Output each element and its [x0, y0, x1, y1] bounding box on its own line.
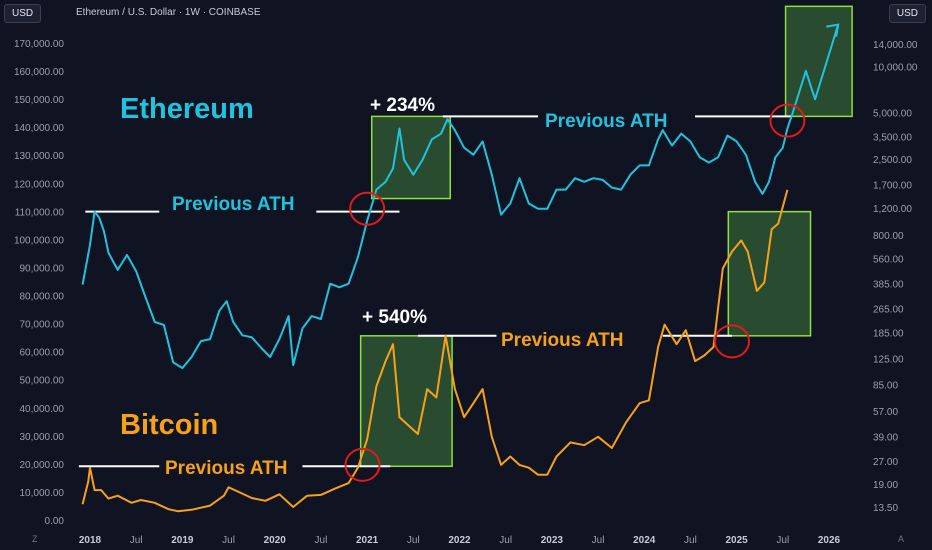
time-axis-tick: 2019	[171, 535, 194, 546]
time-axis-tick: Jul	[130, 535, 143, 546]
symbol-title: Ethereum / U.S. Dollar · 1W · COINBASE	[76, 7, 261, 18]
time-axis-tick: 2026	[818, 535, 841, 546]
left-axis-tick: 100,000.00	[14, 235, 64, 246]
time-axis-tick: 2024	[633, 535, 656, 546]
time-axis-tick: Jul	[776, 535, 789, 546]
ethereum-price-line	[81, 24, 840, 370]
time-axis-tick: 2021	[356, 535, 379, 546]
btc-previous-ath-label-2018: Previous ATH	[165, 458, 287, 479]
ath-breakout-circle	[344, 447, 381, 482]
time-axis-tick: Jul	[407, 535, 420, 546]
eth-gain-label: + 234%	[370, 95, 435, 116]
btc-gain-label: + 540%	[362, 307, 427, 328]
ethereum-title: Ethereum	[120, 93, 254, 125]
overlay-marks	[344, 23, 840, 482]
bitcoin-title: Bitcoin	[120, 409, 218, 441]
left-axis-tick: 70,000.00	[20, 320, 65, 331]
eth-previous-ath-label-2018: Previous ATH	[172, 194, 294, 215]
time-axis-tick: 2018	[79, 535, 102, 546]
time-axis-tick: 2020	[264, 535, 287, 546]
left-axis-tick: 30,000.00	[20, 432, 65, 443]
gain-box	[727, 210, 812, 337]
left-axis-tick: 80,000.00	[20, 292, 65, 303]
left-axis-tick: 20,000.00	[20, 460, 65, 471]
bitcoin-price-line	[81, 189, 789, 513]
annotation-labels: Ethereum Bitcoin Previous ATH Previous ATH P…	[120, 93, 667, 479]
right-axis-tick: 800.00	[873, 231, 904, 242]
right-axis-tick: 27.00	[873, 457, 898, 468]
time-axis-tick: 2022	[448, 535, 471, 546]
right-axis-tick: 85.00	[873, 380, 898, 391]
currency-badge-left[interactable]: USD	[4, 4, 42, 23]
arrow-head-icon	[826, 23, 840, 37]
left-axis-tick: 40,000.00	[20, 404, 65, 415]
time-axis-tick: Jul	[684, 535, 697, 546]
right-axis-tick: 2,500.00	[873, 155, 912, 166]
left-axis-tick: 60,000.00	[20, 348, 65, 359]
time-axis-tick: Jul	[315, 535, 328, 546]
right-axis-tick: 385.00	[873, 280, 904, 291]
gain-boxes	[359, 5, 853, 468]
left-axis-tick: 10,000.00	[20, 488, 65, 499]
left-axis-tick: 50,000.00	[20, 376, 65, 387]
right-axis-tick: 57.00	[873, 407, 898, 418]
eth-previous-ath-label-2021: Previous ATH	[545, 111, 667, 132]
time-axis-tick: Jul	[592, 535, 605, 546]
left-axis-tick: 150,000.00	[14, 95, 64, 106]
left-axis-tick: 140,000.00	[14, 123, 64, 134]
ath-breakout-circle	[769, 103, 806, 138]
price-lines	[81, 24, 840, 513]
left-axis-tick: 0.00	[45, 516, 65, 527]
left-axis-tick: 130,000.00	[14, 151, 64, 162]
right-axis-tick: 10,000.00	[873, 62, 918, 73]
right-price-axis[interactable]: 14,000.00 10,000.00 5,000.00 3,500.00 2,500.…	[873, 40, 918, 514]
right-axis-tick: 560.00	[873, 255, 904, 266]
zoom-button[interactable]: Z	[32, 534, 38, 544]
left-axis-tick: 90,000.00	[20, 263, 65, 274]
time-axis-tick: 2023	[541, 535, 564, 546]
right-axis-tick: 13.50	[873, 503, 898, 514]
left-axis-tick: 120,000.00	[14, 179, 64, 190]
right-axis-tick: 265.00	[873, 305, 904, 316]
time-axis-tick: 2025	[726, 535, 749, 546]
left-price-axis[interactable]: 170,000.00 160,000.00 150,000.00 140,000.00…	[14, 39, 64, 527]
right-axis-tick: 14,000.00	[873, 40, 918, 51]
right-axis-tick: 5,000.00	[873, 109, 912, 120]
right-axis-tick: 39.00	[873, 432, 898, 443]
left-axis-tick: 110,000.00	[15, 207, 65, 218]
time-axis[interactable]: 2018 Jul 2019 Jul 2020 Jul 2021 Jul 2022 Jul 2023 J…	[79, 535, 841, 546]
gain-box	[784, 5, 853, 118]
gain-box	[359, 335, 453, 468]
right-axis-tick: 1,200.00	[873, 204, 912, 215]
ath-lines	[78, 115, 793, 468]
time-axis-tick: Jul	[499, 535, 512, 546]
currency-badge-right[interactable]: USD	[888, 4, 926, 23]
auto-scale-button[interactable]: A	[897, 534, 904, 544]
right-axis-tick: 3,500.00	[873, 132, 912, 143]
left-axis-tick: 160,000.00	[14, 67, 64, 78]
right-axis-tick: 125.00	[873, 355, 904, 366]
time-axis-tick: Jul	[222, 535, 235, 546]
right-axis-tick: 19.00	[873, 480, 898, 491]
gain-box	[370, 115, 452, 200]
ath-breakout-circle	[349, 191, 386, 226]
right-axis-tick: 185.00	[873, 328, 904, 339]
btc-previous-ath-label-2021: Previous ATH	[501, 330, 623, 351]
left-axis-tick: 170,000.00	[14, 39, 64, 50]
right-axis-tick: 1,700.00	[873, 181, 912, 192]
ath-breakout-circle	[714, 324, 751, 359]
